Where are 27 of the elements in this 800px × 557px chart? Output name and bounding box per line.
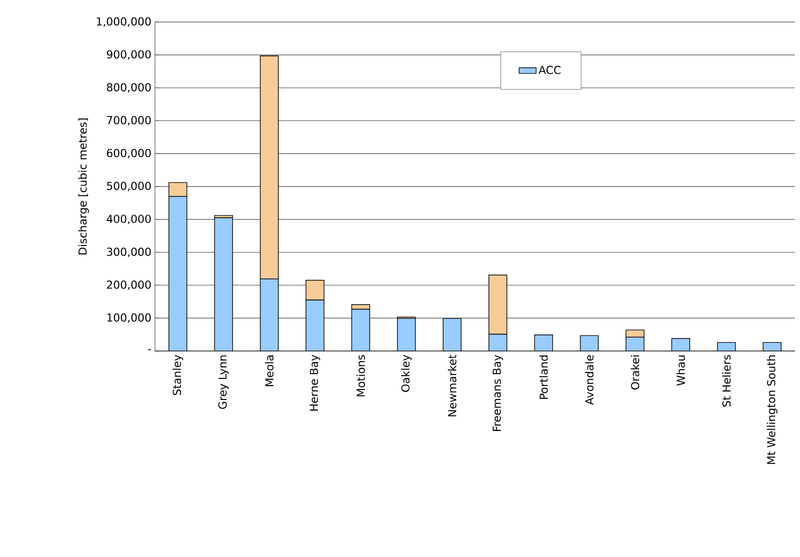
x-tick-label: Stanley [172, 354, 184, 395]
y-tick-label: 400,000 [106, 214, 151, 224]
x-tick-label: Avondale [585, 355, 594, 405]
x-tick-label: Meola [265, 356, 274, 386]
y-tick-label: - [148, 349, 151, 350]
x-tick-label: Mt Wellington South [766, 355, 778, 464]
y-tick-label: 700,000 [107, 116, 151, 126]
x-tick-label: Freemans Bay [492, 354, 503, 431]
x-tick-label: Oakley [401, 354, 412, 392]
x-tick-label: Orakei [630, 356, 640, 390]
y-tick-label: 300,000 [106, 248, 151, 257]
x-tick-label: Herne Bay [310, 354, 320, 411]
x-tick-label: Whau [676, 356, 685, 386]
x-tick-label: Newmarket [448, 354, 456, 416]
y-tick-label: 900,000 [106, 50, 151, 60]
x-tick-label: Portland [539, 356, 548, 399]
y-tick-label: 1,000,000 [96, 17, 151, 27]
x-tick-label: Grey Lynn [218, 355, 229, 409]
y-tick-label: 200,000 [106, 280, 151, 290]
y-tick-label: 800,000 [106, 83, 151, 92]
x-tick-label: Motions [356, 355, 365, 396]
x-tick-label: St Heliers [722, 355, 731, 407]
y-axis-title: Discharge [cubic metres] [78, 118, 89, 254]
y-tick-label: 500,000 [107, 182, 151, 192]
y-tick-label: 600,000 [106, 148, 151, 158]
legend-label: ACC [538, 66, 560, 74]
y-tick-label: 100,000 [107, 313, 151, 323]
